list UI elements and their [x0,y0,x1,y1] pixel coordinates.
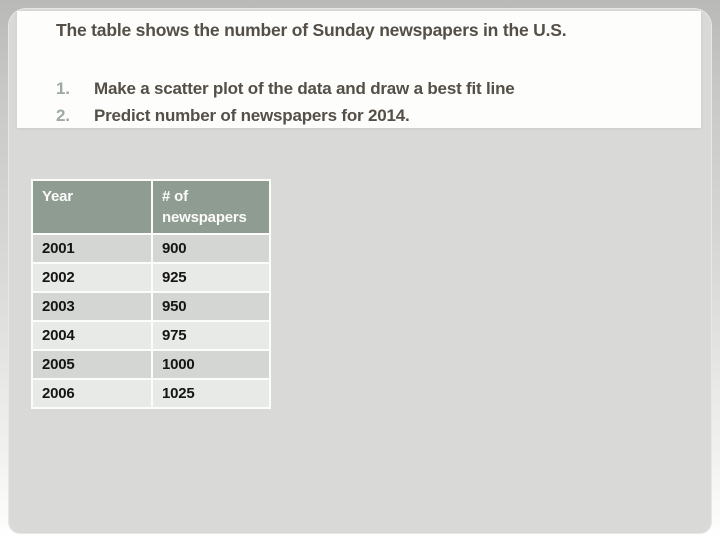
table-cell-year: 2001 [33,235,151,262]
instruction-item-1: 1. Make a scatter plot of the data and d… [56,75,681,102]
slide-title: The table shows the number of Sunday new… [56,20,567,40]
data-table: Year # of newspapers 2001 900 2002 925 2… [31,179,271,409]
table-row: 2004 975 [33,322,269,349]
instruction-text-2: Predict number of newspapers for 2014. [94,106,410,125]
table-cell-count: 1025 [153,380,269,407]
slide-canvas: The table shows the number of Sunday new… [8,8,712,534]
instruction-item-2: 2. Predict number of newspapers for 2014… [56,102,681,129]
table-cell-count: 900 [153,235,269,262]
table-header-year: Year [33,181,151,233]
table-row: 2003 950 [33,293,269,320]
table-cell-count: 975 [153,322,269,349]
table-row: 2002 925 [33,264,269,291]
instruction-text-1: Make a scatter plot of the data and draw… [94,79,515,98]
table-cell-year: 2003 [33,293,151,320]
table-cell-count: 950 [153,293,269,320]
table-cell-year: 2004 [33,322,151,349]
table-cell-count: 925 [153,264,269,291]
table-row: 2005 1000 [33,351,269,378]
table-row: 2006 1025 [33,380,269,407]
list-number-2: 2. [56,106,70,125]
table-row: 2001 900 [33,235,269,262]
table-header-row: Year # of newspapers [33,181,269,233]
table-cell-year: 2002 [33,264,151,291]
table-cell-count: 1000 [153,351,269,378]
table-cell-year: 2005 [33,351,151,378]
table-header-newspapers: # of newspapers [153,181,269,233]
table-cell-year: 2006 [33,380,151,407]
title-content-placeholder: The table shows the number of Sunday new… [17,11,701,128]
instruction-list: 1. Make a scatter plot of the data and d… [56,75,681,129]
list-number-1: 1. [56,79,70,98]
